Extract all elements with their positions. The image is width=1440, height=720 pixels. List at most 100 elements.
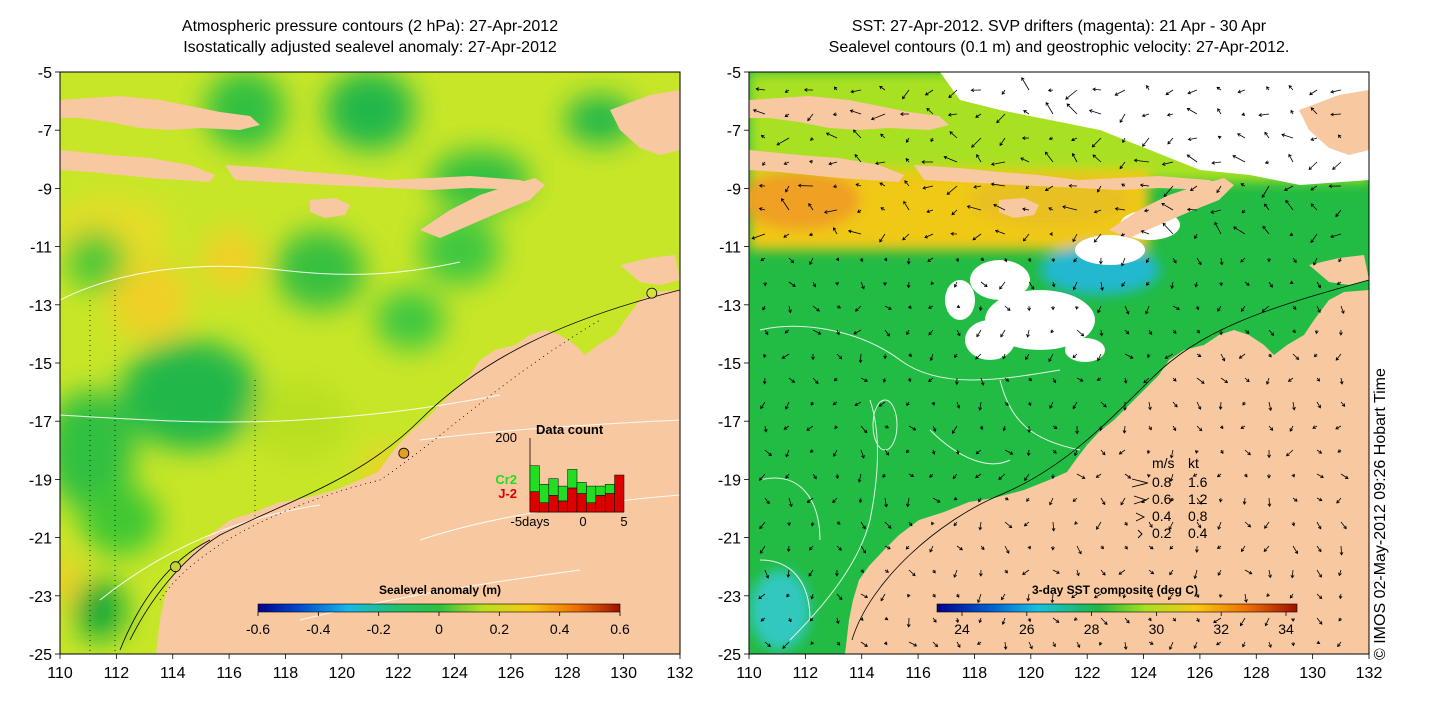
inset-bar-j2	[576, 493, 587, 513]
north-islands-land-right	[1299, 90, 1369, 155]
velocity-arrow	[1072, 353, 1078, 359]
velocity-arrow	[884, 569, 890, 573]
velocity-arrow	[1100, 281, 1104, 291]
velocity-arrow	[1310, 233, 1318, 244]
left-x-tick-label: 122	[385, 665, 412, 682]
velocity-arrow	[1073, 257, 1078, 263]
velocity-arrow	[1168, 521, 1174, 531]
left-axes: 110 112 114 116 118 120 122 124 126 128 130 132 -5 -7…	[29, 65, 694, 682]
velocity-arrow	[852, 129, 862, 139]
velocity-arrow	[953, 521, 958, 527]
velocity-arrow	[1268, 641, 1272, 648]
velocity-arrow	[1124, 545, 1128, 550]
velocity-arrow	[1316, 545, 1322, 553]
velocity-arrow	[1051, 281, 1056, 288]
velocity-legend-ms: 0.6	[1152, 491, 1172, 507]
velocity-arrow	[1141, 113, 1150, 118]
velocity-arrow	[1051, 305, 1055, 311]
shelf-contour	[851, 279, 1369, 641]
velocity-arrow	[1096, 377, 1102, 381]
velocity-arrow	[1165, 89, 1174, 96]
velocity-arrow	[1219, 257, 1224, 266]
inset-bar-cr2	[557, 485, 568, 502]
velocity-arrow	[1047, 88, 1054, 93]
velocity-legend-rows: 0.8 1.60.6 1.20.4 0.80.2 0.4	[1131, 474, 1208, 541]
velocity-arrow	[1216, 185, 1222, 194]
velocity-arrow	[883, 281, 887, 286]
velocity-arrow	[1146, 84, 1150, 91]
velocity-arrow	[1292, 305, 1297, 310]
velocity-arrow	[783, 425, 790, 430]
velocity-arrow	[1242, 401, 1246, 406]
velocity-arrow	[1316, 281, 1321, 289]
velocity-arrow	[1264, 131, 1270, 139]
velocity-arrow	[999, 281, 1006, 290]
velocity-arrow	[884, 497, 888, 508]
velocity-arrow	[1169, 449, 1174, 459]
left-colorbar-ticks: -0.6 -0.4 -0.2 0 0.2 0.4 0.6	[246, 612, 630, 637]
velocity-arrow	[855, 305, 862, 312]
right-panel-title: SST: 27-Apr-2012. SVP drifters (magenta)…	[749, 16, 1369, 58]
velocity-arrow	[1217, 569, 1222, 576]
velocity-arrow	[1024, 473, 1030, 482]
velocity-arrow	[956, 593, 960, 598]
velocity-arrow	[834, 425, 838, 429]
velocity-legend-kt: 0.4	[1188, 525, 1208, 541]
velocity-arrow	[785, 401, 790, 410]
velocity-arrow	[836, 329, 840, 336]
velocity-arrow	[1215, 641, 1222, 646]
velocity-arrow	[878, 401, 886, 407]
velocity-arrow	[857, 209, 862, 213]
velocity-arrow	[947, 112, 958, 117]
velocity-arrow	[836, 305, 842, 309]
velocity-arrow	[1196, 353, 1202, 358]
right-title-line1: SST: 27-Apr-2012. SVP drifters (magenta)…	[851, 18, 1267, 35]
inset-bar-j2	[614, 474, 625, 513]
velocity-arrow	[953, 569, 958, 578]
velocity-arrow	[858, 497, 863, 504]
velocity-arrow	[758, 207, 766, 211]
velocity-arrow	[952, 473, 958, 480]
velocity-arrow	[783, 161, 790, 165]
velocity-arrow	[812, 473, 817, 480]
velocity-arrow	[1196, 425, 1203, 432]
velocity-arrow	[1121, 281, 1126, 287]
velocity-arrow	[1186, 207, 1198, 212]
velocity-arrow	[762, 353, 767, 359]
left-y-tick-label: -21	[29, 531, 52, 548]
velocity-arrow	[1241, 112, 1246, 117]
melville-land	[620, 255, 680, 285]
inset-bar-j2	[529, 491, 540, 513]
velocity-arrow	[994, 229, 1006, 235]
inset-x-tick-zero: 0	[579, 514, 586, 529]
velocity-arrow	[1071, 137, 1078, 142]
velocity-arrow	[1095, 473, 1102, 478]
velocity-arrow	[1093, 233, 1102, 243]
sealevel-anomaly-map	[60, 72, 680, 654]
velocity-arrow	[762, 377, 767, 385]
velocity-arrow	[998, 473, 1006, 480]
velocity-arrow	[1291, 521, 1296, 527]
velocity-arrow	[1289, 232, 1294, 237]
velocity-arrow	[1123, 377, 1128, 384]
velocity-arrow	[1022, 207, 1030, 212]
inset-y-tick: 200	[495, 430, 517, 445]
velocity-arrow	[1172, 425, 1177, 432]
right-x-tick-label: 112	[793, 665, 819, 682]
velocity-arrow	[990, 161, 1006, 166]
velocity-arrow	[906, 257, 911, 265]
velocity-arrow	[1051, 545, 1055, 551]
velocity-arrow	[883, 353, 887, 360]
velocity-arrow	[1244, 329, 1250, 334]
velocity-arrow	[1068, 183, 1078, 188]
velocity-arrow	[1338, 569, 1342, 577]
velocity-arrow	[786, 569, 791, 578]
velocity-arrow	[906, 593, 911, 598]
velocity-arrow	[858, 353, 863, 364]
velocity-arrow	[1240, 617, 1246, 627]
velocity-arrow	[1316, 305, 1321, 314]
velocity-arrow	[1052, 377, 1057, 384]
velocity-arrow	[1172, 305, 1181, 310]
velocity-arrow	[1244, 281, 1250, 286]
